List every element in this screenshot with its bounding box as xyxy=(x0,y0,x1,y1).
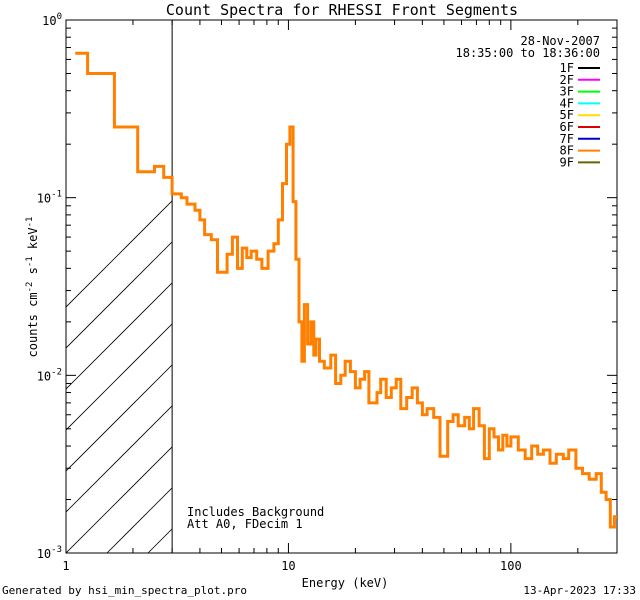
y-axis-label: counts cm-2 s-1 keV-1 xyxy=(25,217,40,358)
y-axis-ticks: 10-3 10-2 10-1 100 xyxy=(37,12,617,561)
chart-title: Count Spectra for RHESSI Front Segments xyxy=(166,1,518,19)
series-layer xyxy=(75,51,617,529)
footer-timestamp: 13-Apr-2023 17:33 xyxy=(523,584,636,597)
annotation-includes-background: Includes Background xyxy=(187,505,324,519)
legend-label: 4F xyxy=(560,96,574,110)
plot-frame xyxy=(65,19,618,554)
legend-label: 1F xyxy=(560,61,574,75)
background-hatched-region xyxy=(66,20,617,553)
legend-label: 8F xyxy=(560,144,574,158)
hatch-mask xyxy=(172,20,617,553)
x-tick-label: 100 xyxy=(500,559,522,573)
legend-label: 7F xyxy=(560,132,574,146)
footer-generated-by: Generated by hsi_min_spectra_plot.pro xyxy=(2,584,247,597)
x-tick-label: 10 xyxy=(281,559,295,573)
legend-label: 6F xyxy=(560,120,574,134)
legend-label: 2F xyxy=(560,73,574,87)
legend-label: 3F xyxy=(560,85,574,99)
y-tick-label: 10-1 xyxy=(37,190,62,206)
annotation-attenuator: Att A0, FDecim 1 xyxy=(187,517,303,531)
y-tick-label: 10-2 xyxy=(37,367,62,383)
x-tick-label: 1 xyxy=(62,559,69,573)
legend-label: 9F xyxy=(560,155,574,169)
y-tick-label: 10-3 xyxy=(37,545,62,561)
x-axis-label: Energy (keV) xyxy=(302,576,389,590)
legend-time-range: 18:35:00 to 18:36:00 xyxy=(456,46,601,60)
legend-date: 28-Nov-2007 xyxy=(521,34,600,48)
series-line-8F xyxy=(75,51,617,529)
y-tick-label: 100 xyxy=(42,12,62,28)
x-axis-ticks: 1 10 100 xyxy=(62,20,618,573)
legend-label: 5F xyxy=(560,108,574,122)
